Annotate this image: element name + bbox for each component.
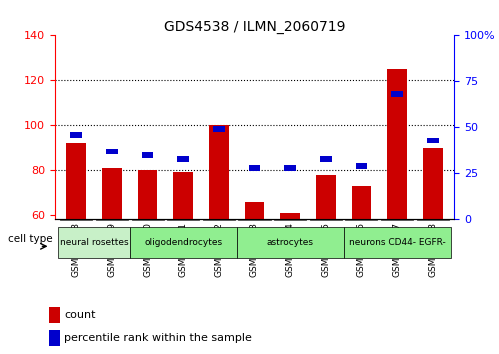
Bar (245, 201, 264, 219)
Bar (284, 165, 296, 171)
Bar (237, 227, 344, 258)
Bar (106, 149, 118, 154)
Bar (355, 163, 367, 169)
Bar (138, 170, 157, 219)
Bar (174, 172, 193, 219)
Bar (423, 148, 443, 219)
Bar (316, 175, 335, 219)
Bar (177, 156, 189, 161)
Bar (58, 227, 130, 258)
Bar (391, 91, 403, 97)
Bar (142, 152, 153, 158)
Text: oligodendrocytes: oligodendrocytes (144, 238, 222, 247)
Text: percentile rank within the sample: percentile rank within the sample (64, 332, 252, 343)
Text: astrocytes: astrocytes (266, 238, 314, 247)
Bar (49, 307, 60, 323)
Text: neurons CD44- EGFR-: neurons CD44- EGFR- (349, 238, 446, 247)
Bar (280, 213, 300, 219)
Text: cell type: cell type (8, 234, 52, 244)
Bar (70, 132, 82, 138)
Bar (213, 126, 225, 132)
Title: GDS4538 / ILMN_2060719: GDS4538 / ILMN_2060719 (164, 21, 345, 34)
Text: count: count (64, 310, 96, 320)
Bar (66, 143, 86, 219)
Bar (49, 330, 60, 346)
Bar (344, 227, 451, 258)
Bar (427, 137, 439, 143)
Bar (387, 69, 407, 219)
Bar (102, 168, 122, 219)
Bar (249, 165, 260, 171)
Bar (130, 227, 237, 258)
Bar (320, 156, 332, 161)
Bar (209, 125, 229, 219)
Text: neural rosettes: neural rosettes (60, 238, 128, 247)
Bar (352, 186, 371, 219)
